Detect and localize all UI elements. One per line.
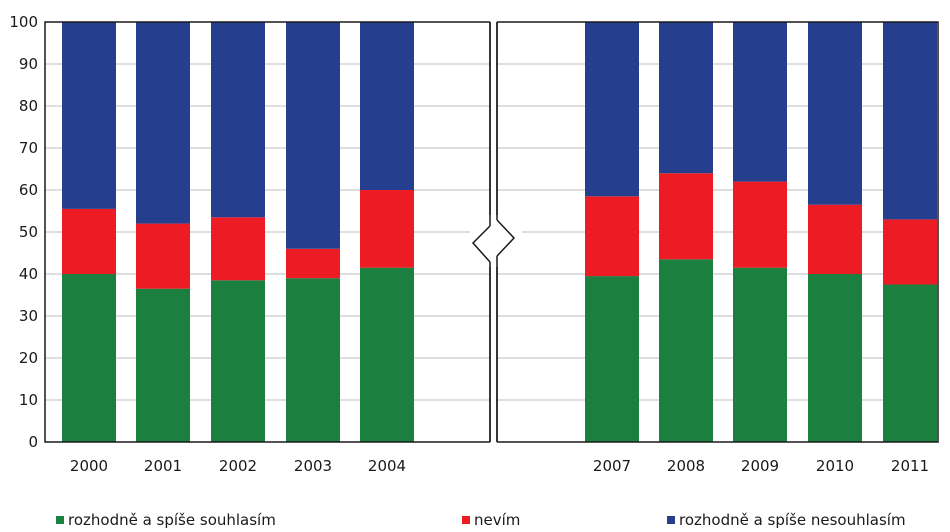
bar-2003-series-2 <box>286 22 340 249</box>
legend-swatch-disagree <box>667 516 675 524</box>
bar-2002-series-0 <box>211 280 265 442</box>
x-tick-label-2003: 2003 <box>294 457 332 475</box>
bar-2001-series-0 <box>136 288 190 442</box>
bar-2011-series-1 <box>883 219 937 285</box>
y-tick-label-60: 60 <box>19 181 38 199</box>
left-panel-frame <box>44 21 490 443</box>
x-tick-label-2010: 2010 <box>816 457 854 475</box>
y-tick-label-50: 50 <box>19 223 38 241</box>
x-tick-label-2007: 2007 <box>593 457 631 475</box>
x-tick-label-2000: 2000 <box>70 457 108 475</box>
x-tick-label-2008: 2008 <box>667 457 705 475</box>
x-tick-label-2004: 2004 <box>368 457 406 475</box>
y-tick-label-20: 20 <box>19 349 38 367</box>
bar-2007-series-2 <box>585 22 639 197</box>
x-tick-label-2009: 2009 <box>741 457 779 475</box>
bar-2003-series-1 <box>286 248 340 279</box>
bar-2010-series-0 <box>808 274 862 442</box>
bar-2010-series-1 <box>808 204 862 274</box>
bar-2002-series-1 <box>211 217 265 281</box>
bar-2008-series-1 <box>659 173 713 260</box>
legend-item-agree: rozhodně a spíše souhlasím <box>56 511 276 529</box>
bar-2009-series-2 <box>733 22 787 182</box>
bar-2004-series-2 <box>360 22 414 190</box>
y-tick-label-40: 40 <box>19 265 38 283</box>
bar-2003-series-0 <box>286 278 340 442</box>
bar-2004-series-0 <box>360 267 414 442</box>
legend-label-agree: rozhodně a spíše souhlasím <box>68 511 276 529</box>
y-tick-label-0: 0 <box>28 433 38 451</box>
bar-2010-series-2 <box>808 22 862 205</box>
bar-2001-series-2 <box>136 22 190 224</box>
bar-2001-series-1 <box>136 223 190 289</box>
legend: rozhodně a spíše souhlasím nevím rozhodn… <box>0 511 950 532</box>
right-panel-frame <box>497 21 939 443</box>
x-tick-label-2011: 2011 <box>891 457 929 475</box>
legend-item-dont-know: nevím <box>462 511 520 529</box>
x-tick-label-2001: 2001 <box>144 457 182 475</box>
bar-2011-series-2 <box>883 22 937 220</box>
bar-2000-series-2 <box>62 22 116 209</box>
y-tick-label-100: 100 <box>9 13 38 31</box>
y-tick-label-10: 10 <box>19 391 38 409</box>
bar-2009-series-1 <box>733 181 787 268</box>
bar-2007-series-0 <box>585 276 639 442</box>
legend-swatch-agree <box>56 516 64 524</box>
axis-break-mark-right <box>496 219 516 257</box>
bar-2000-series-1 <box>62 208 116 274</box>
bar-2004-series-1 <box>360 190 414 268</box>
y-tick-label-90: 90 <box>19 55 38 73</box>
legend-item-disagree: rozhodně a spíše nesouhlasím <box>667 511 906 529</box>
bar-2009-series-0 <box>733 267 787 442</box>
axis-break-mark-left <box>471 225 491 263</box>
bar-2002-series-2 <box>211 22 265 218</box>
legend-swatch-dont-know <box>462 516 470 524</box>
legend-label-dont-know: nevím <box>474 511 521 529</box>
bar-2007-series-1 <box>585 196 639 277</box>
y-tick-label-80: 80 <box>19 97 38 115</box>
axis-break-mask <box>470 215 522 267</box>
y-tick-label-30: 30 <box>19 307 38 325</box>
bar-2008-series-2 <box>659 22 713 174</box>
y-tick-label-70: 70 <box>19 139 38 157</box>
bar-2011-series-0 <box>883 284 937 442</box>
legend-label-disagree: rozhodně a spíše nesouhlasím <box>679 511 906 529</box>
bar-2008-series-0 <box>659 259 713 442</box>
x-tick-label-2002: 2002 <box>219 457 257 475</box>
bar-2000-series-0 <box>62 274 116 442</box>
